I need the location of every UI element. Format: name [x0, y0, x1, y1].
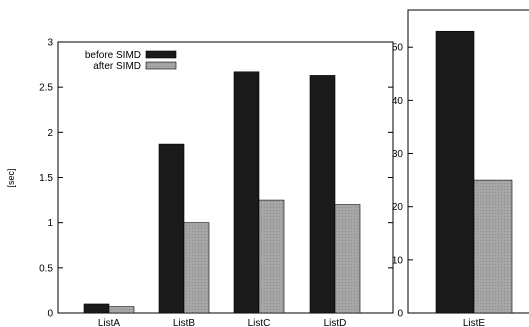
left-category-label: ListD — [324, 318, 347, 327]
left-bar-ListB-before — [158, 143, 185, 314]
left-y-tick-label: 1.5 — [39, 173, 53, 184]
legend-label-after: after SIMD — [93, 61, 141, 72]
left-y-tick-label: 0 — [47, 309, 53, 320]
right-bars — [435, 30, 513, 314]
left-y-tick-label: 1 — [47, 218, 53, 229]
left-category-label: ListA — [98, 318, 121, 327]
right-y-tick-label: 40 — [392, 96, 404, 107]
right-y-tick-label: 0 — [397, 309, 403, 320]
left-bar-ListD-before — [309, 75, 336, 314]
right-y-tick-label: 30 — [392, 149, 404, 160]
left-bar-ListB-after — [183, 222, 210, 314]
legend-label-before: before SIMD — [85, 50, 141, 61]
left-y-axis-label: [sec] — [6, 168, 16, 187]
left-bar-ListC-before — [233, 71, 260, 314]
left-bars — [83, 71, 361, 314]
left-bar-ListD-after — [334, 204, 361, 314]
left-category-labels: ListA ListB ListC ListD — [98, 318, 347, 327]
left-y-tick-label: 3 — [47, 38, 53, 49]
left-bar-ListC-after — [258, 199, 285, 314]
right-y-ticks: 0 10 20 30 40 50 — [392, 43, 413, 320]
left-y-tick-label: 2 — [47, 128, 53, 139]
left-category-label: ListB — [173, 318, 196, 327]
left-bar-ListA-after — [108, 306, 135, 314]
right-y-tick-label: 10 — [392, 255, 404, 266]
left-y-tick-label: 0.5 — [39, 263, 53, 274]
left-y-tick-label: 2.5 — [39, 83, 53, 94]
right-category-label: ListE — [463, 318, 486, 327]
left-y-ticks: 0 0.5 1 1.5 2 2.5 3 — [39, 38, 393, 320]
right-y-tick-label: 50 — [392, 43, 404, 54]
right-category-labels: ListE — [463, 318, 486, 327]
legend-swatch-before — [145, 50, 177, 59]
chart-left: 0 0.5 1 1.5 2 2.5 3 ListA ListB ListC ListD [sec]… — [6, 38, 394, 327]
chart-right: 0 10 20 30 40 50 ListE — [392, 9, 529, 327]
left-bar-ListA-before — [83, 303, 110, 314]
legend-swatch-after — [145, 61, 177, 70]
right-y-tick-label: 20 — [392, 202, 404, 213]
right-bar-ListE-after — [473, 179, 513, 314]
right-bar-ListE-before — [435, 30, 475, 314]
left-category-label: ListC — [248, 318, 271, 327]
